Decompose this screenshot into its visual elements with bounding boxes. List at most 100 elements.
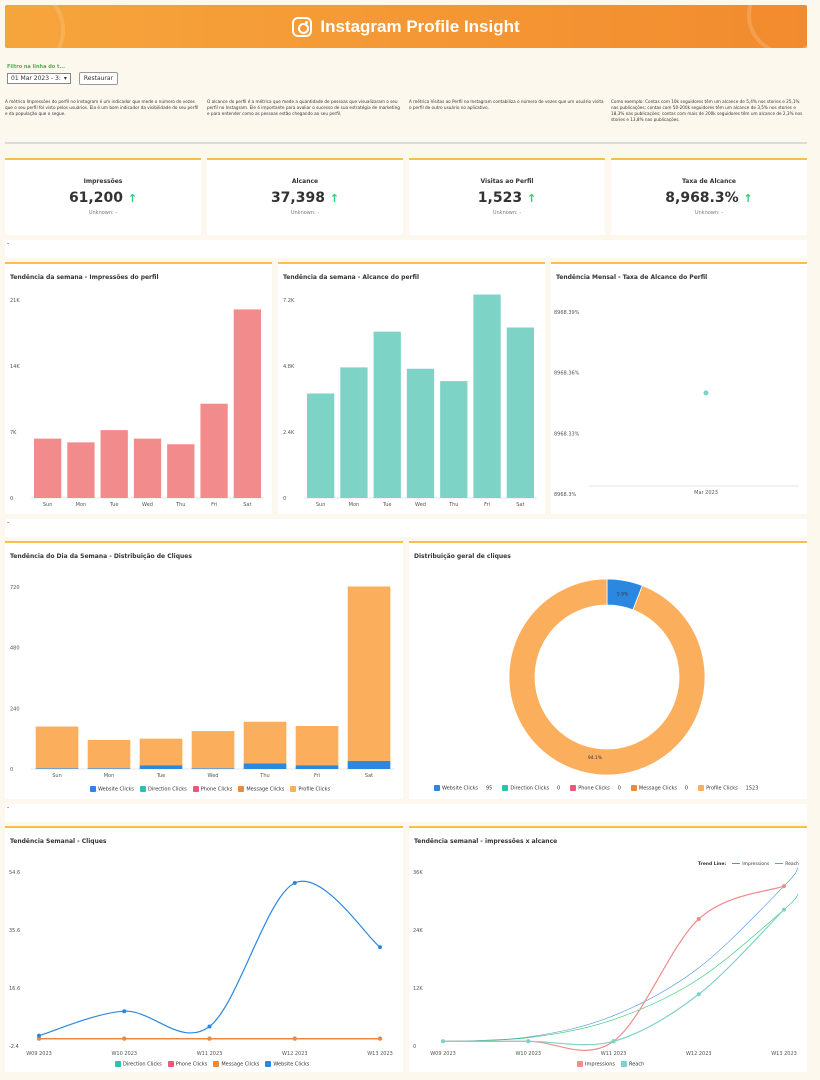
- legend-item[interactable]: Website Clicks 95: [434, 785, 492, 792]
- x-tick-label: Tue: [156, 773, 166, 779]
- bar: [440, 381, 467, 498]
- description-impressions: A métrica Impressões do perfil no Instag…: [5, 99, 201, 117]
- bar: [307, 394, 334, 499]
- legend-swatch: [238, 786, 244, 792]
- page-title-text: Instagram Profile Insight: [320, 17, 519, 37]
- legend-swatch: [570, 785, 576, 791]
- data-point: [122, 1009, 126, 1013]
- header-decoration: [747, 5, 807, 48]
- data-point: [293, 881, 297, 885]
- reach-rate-scatter-chart: 8968.3% 8968.33% 8968.36% 8968.39% Mar 2023: [551, 264, 807, 516]
- data-point: [441, 1039, 445, 1043]
- legend-item[interactable]: Profile Clicks 1523: [698, 785, 758, 792]
- legend-item[interactable]: Profile Clicks: [290, 786, 330, 793]
- filter-label: Filtro na linha do t...: [7, 64, 118, 70]
- legend-label: Direction Clicks: [148, 787, 187, 793]
- legend-label: Website Clicks: [98, 787, 134, 793]
- bar-segment: [348, 761, 391, 769]
- kpi-title: Visitas ao Perfil: [409, 178, 605, 185]
- chart-card-clicks-by-day: Tendência do Dia da Semana - Distribuiçã…: [5, 541, 403, 799]
- kpi-value-text: 1,523: [478, 190, 522, 206]
- x-tick-label: W11 2023: [197, 1051, 223, 1057]
- legend-swatch: [698, 785, 704, 791]
- header-decoration: [5, 5, 65, 48]
- x-tick-label: W11 2023: [601, 1051, 627, 1057]
- legend-swatch: [265, 1061, 271, 1067]
- kpi-value: 37,398 ↑: [207, 190, 403, 206]
- x-tick-label: Wed: [208, 773, 219, 779]
- legend-swatch: [140, 786, 146, 792]
- y-tick-label: 35.6: [9, 928, 20, 934]
- chart-card-weekly-clicks: Tendência Semanal - Cliques -2.4 16.6 35.6…: [5, 826, 403, 1072]
- data-point: [704, 390, 709, 395]
- chart-legend: Website Clicks 95 Direction Clicks 0 Phone…: [434, 785, 758, 792]
- legend-item[interactable]: Website Clicks: [90, 786, 134, 793]
- y-tick-label: 0: [283, 496, 286, 502]
- legend-item[interactable]: Message Clicks 0: [631, 785, 688, 792]
- x-tick-label: Tue: [382, 502, 392, 508]
- x-tick-label: W10 2023: [515, 1051, 541, 1057]
- series-line: [39, 881, 380, 1035]
- legend-item[interactable]: Direction Clicks: [115, 1061, 162, 1068]
- x-tick-label: W12 2023: [686, 1051, 712, 1057]
- legend-item[interactable]: Direction Clicks 0: [502, 785, 560, 792]
- x-tick-label: Sat: [365, 773, 373, 779]
- bar-segment: [192, 731, 235, 768]
- legend-item[interactable]: Reach: [621, 1061, 644, 1068]
- kpi-comparison: Unknown: -: [611, 210, 807, 216]
- arrow-up-icon: ↑: [744, 192, 753, 205]
- legend-item[interactable]: Phone Clicks: [168, 1061, 208, 1068]
- page-title: Instagram Profile Insight: [292, 17, 519, 37]
- x-tick-label: Fri: [314, 773, 320, 779]
- y-tick-label: 36K: [413, 870, 423, 876]
- kpi-value-text: 37,398: [271, 190, 325, 206]
- bar: [34, 439, 61, 498]
- x-tick-label: W13 2023: [367, 1051, 393, 1057]
- legend-item[interactable]: Phone Clicks 0: [570, 785, 621, 792]
- legend-item[interactable]: Message Clicks: [238, 786, 284, 793]
- slice-label: 94.1%: [588, 755, 603, 761]
- legend-item[interactable]: Website Clicks: [265, 1061, 309, 1068]
- y-tick-label: 16.6: [9, 986, 20, 992]
- x-tick-label: Mon: [349, 502, 360, 508]
- bar: [200, 404, 227, 498]
- chart-card-impressions: Tendência da semana - Impressões do perf…: [5, 262, 272, 514]
- x-tick-label: Thu: [448, 502, 458, 508]
- kpi-comparison: Unknown: -: [207, 210, 403, 216]
- donut-slice: [509, 579, 705, 775]
- legend-swatch: [168, 1061, 174, 1067]
- page-header: Instagram Profile Insight: [5, 5, 807, 48]
- bar: [340, 367, 367, 498]
- chart-card-reach: Tendência da semana - Alcance do perfil …: [278, 262, 545, 514]
- kpi-card-reach: Alcance 37,398 ↑ Unknown: -: [207, 158, 403, 235]
- chevron-down-icon: ▾: [64, 75, 67, 82]
- legend-label: Website Clicks: [273, 1062, 309, 1068]
- date-range-select[interactable]: 01 Mar 2023 - 3: ▾: [7, 73, 71, 84]
- y-tick-label: 7K: [10, 430, 17, 436]
- data-point: [37, 1034, 41, 1038]
- legend-item[interactable]: Impressions: [577, 1061, 615, 1068]
- kpi-value: 1,523 ↑: [409, 190, 605, 206]
- bar-segment: [244, 722, 287, 764]
- bar: [67, 442, 94, 498]
- y-tick-label: 8968.33%: [554, 431, 580, 437]
- data-point: [697, 992, 701, 996]
- chart-legend: Website Clicks Direction Clicks Phone Clic…: [90, 786, 330, 793]
- legend-swatch: [115, 1061, 121, 1067]
- reset-button[interactable]: Restaurar: [79, 72, 118, 85]
- section-spacer: -: [5, 804, 807, 822]
- weekly-clicks-line-chart: -2.416.635.654.6W09 2023 W10 2023 W11 2023…: [5, 828, 403, 1074]
- y-tick-label: 8968.39%: [554, 310, 580, 316]
- legend-swatch: [577, 1061, 583, 1067]
- y-tick-label: 54.6: [9, 870, 20, 876]
- series-line: [443, 910, 784, 1045]
- y-tick-label: 24K: [413, 928, 423, 934]
- data-point: [697, 917, 701, 921]
- legend-item[interactable]: Direction Clicks: [140, 786, 187, 793]
- legend-label: Impressions: [585, 1062, 615, 1068]
- legend-item[interactable]: Phone Clicks: [193, 786, 233, 793]
- y-tick-label: -2.4: [9, 1044, 19, 1050]
- legend-item[interactable]: Message Clicks: [213, 1061, 259, 1068]
- legend-swatch: [193, 786, 199, 792]
- section-spacer: -: [5, 519, 807, 537]
